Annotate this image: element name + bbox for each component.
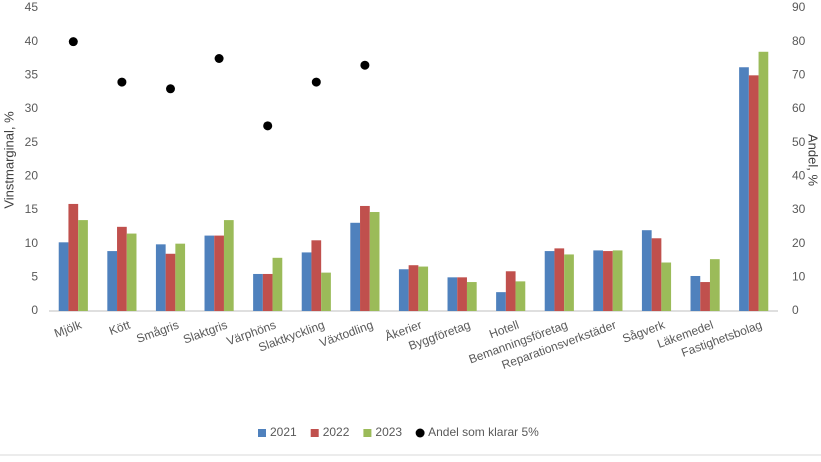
bar (641, 230, 652, 311)
y-axis-label: Vinstmarginal, % (1, 111, 16, 209)
y2-tick-label: 90 (792, 0, 806, 14)
y2-tick-label: 40 (792, 169, 806, 183)
legend-label: 2022 (323, 425, 350, 439)
bar (603, 251, 613, 311)
bar (78, 220, 88, 311)
scatter-point (263, 121, 273, 131)
bar (350, 222, 361, 311)
bar (223, 220, 234, 311)
legend-label: 2021 (270, 425, 297, 439)
bar (758, 51, 769, 312)
scatter-point (214, 54, 224, 63)
x-tick-label: Slaktgris (181, 318, 229, 347)
y2-tick-label: 60 (792, 101, 806, 115)
bar (165, 253, 176, 311)
bar (155, 244, 166, 311)
y2-tick-label: 10 (792, 270, 806, 284)
bar (117, 226, 127, 311)
bar (661, 262, 672, 311)
y-tick-label: 10 (25, 236, 39, 250)
bar (418, 266, 429, 311)
bar (58, 242, 69, 311)
legend-label: Andel som klarar 5% (428, 425, 539, 439)
bar (612, 250, 623, 311)
y-tick-label: 35 (25, 68, 39, 82)
y-tick-label: 30 (25, 101, 39, 115)
bar (369, 212, 380, 311)
bar (466, 282, 477, 311)
y-tick-label: 40 (25, 34, 39, 48)
scatter-point (166, 84, 175, 94)
y-tick-label: 15 (25, 202, 39, 216)
bar (593, 250, 604, 311)
scatter-point (117, 77, 127, 87)
y2-tick-label: 80 (792, 34, 806, 48)
bar (214, 235, 224, 311)
bar (272, 257, 283, 311)
bar (515, 281, 526, 311)
x-tick-label: Smågris (134, 318, 180, 346)
x-tick-label: Mjölk (52, 317, 84, 340)
bar (262, 273, 273, 311)
scatter-point (360, 60, 370, 70)
legend-marker (415, 428, 425, 438)
bar (739, 67, 749, 312)
y2-tick-label: 70 (792, 68, 806, 82)
y2-tick-label: 0 (792, 303, 799, 317)
scatter-point (311, 77, 321, 87)
y-tick-label: 45 (25, 0, 39, 14)
bar (360, 205, 370, 311)
bar (651, 238, 662, 311)
y2-tick-label: 30 (792, 202, 806, 216)
bar (408, 265, 419, 311)
bar (564, 254, 574, 311)
bar (748, 75, 759, 311)
y-tick-label: 25 (25, 135, 39, 149)
bar (690, 275, 701, 311)
bar (505, 271, 516, 311)
bar (175, 243, 186, 311)
x-tick-label: Växtodling (318, 318, 375, 350)
bar (301, 252, 312, 311)
legend-label: 2023 (375, 425, 402, 439)
bar (709, 259, 720, 311)
legend-marker (310, 429, 319, 437)
scatter-point (68, 37, 78, 47)
y-tick-label: 20 (25, 169, 39, 183)
bar (544, 251, 555, 311)
bar (126, 233, 137, 311)
bar (554, 248, 565, 311)
bar (311, 240, 322, 311)
y2-tick-label: 20 (792, 236, 806, 250)
bar (204, 235, 215, 311)
bar (68, 203, 79, 311)
bar (107, 251, 118, 311)
bar (398, 269, 409, 311)
bar (253, 273, 263, 311)
bar (447, 277, 458, 311)
y-tick-label: 0 (31, 303, 38, 317)
bar (457, 277, 467, 311)
y2-axis-label: Andel, % (806, 134, 821, 186)
y2-tick-label: 50 (792, 135, 806, 149)
y-tick-label: 5 (31, 270, 38, 284)
legend-marker (363, 429, 372, 437)
x-tick-label: Kött (107, 317, 132, 338)
legend-marker (258, 429, 266, 437)
bar (321, 272, 331, 311)
bar (700, 282, 710, 311)
bar (496, 292, 506, 311)
